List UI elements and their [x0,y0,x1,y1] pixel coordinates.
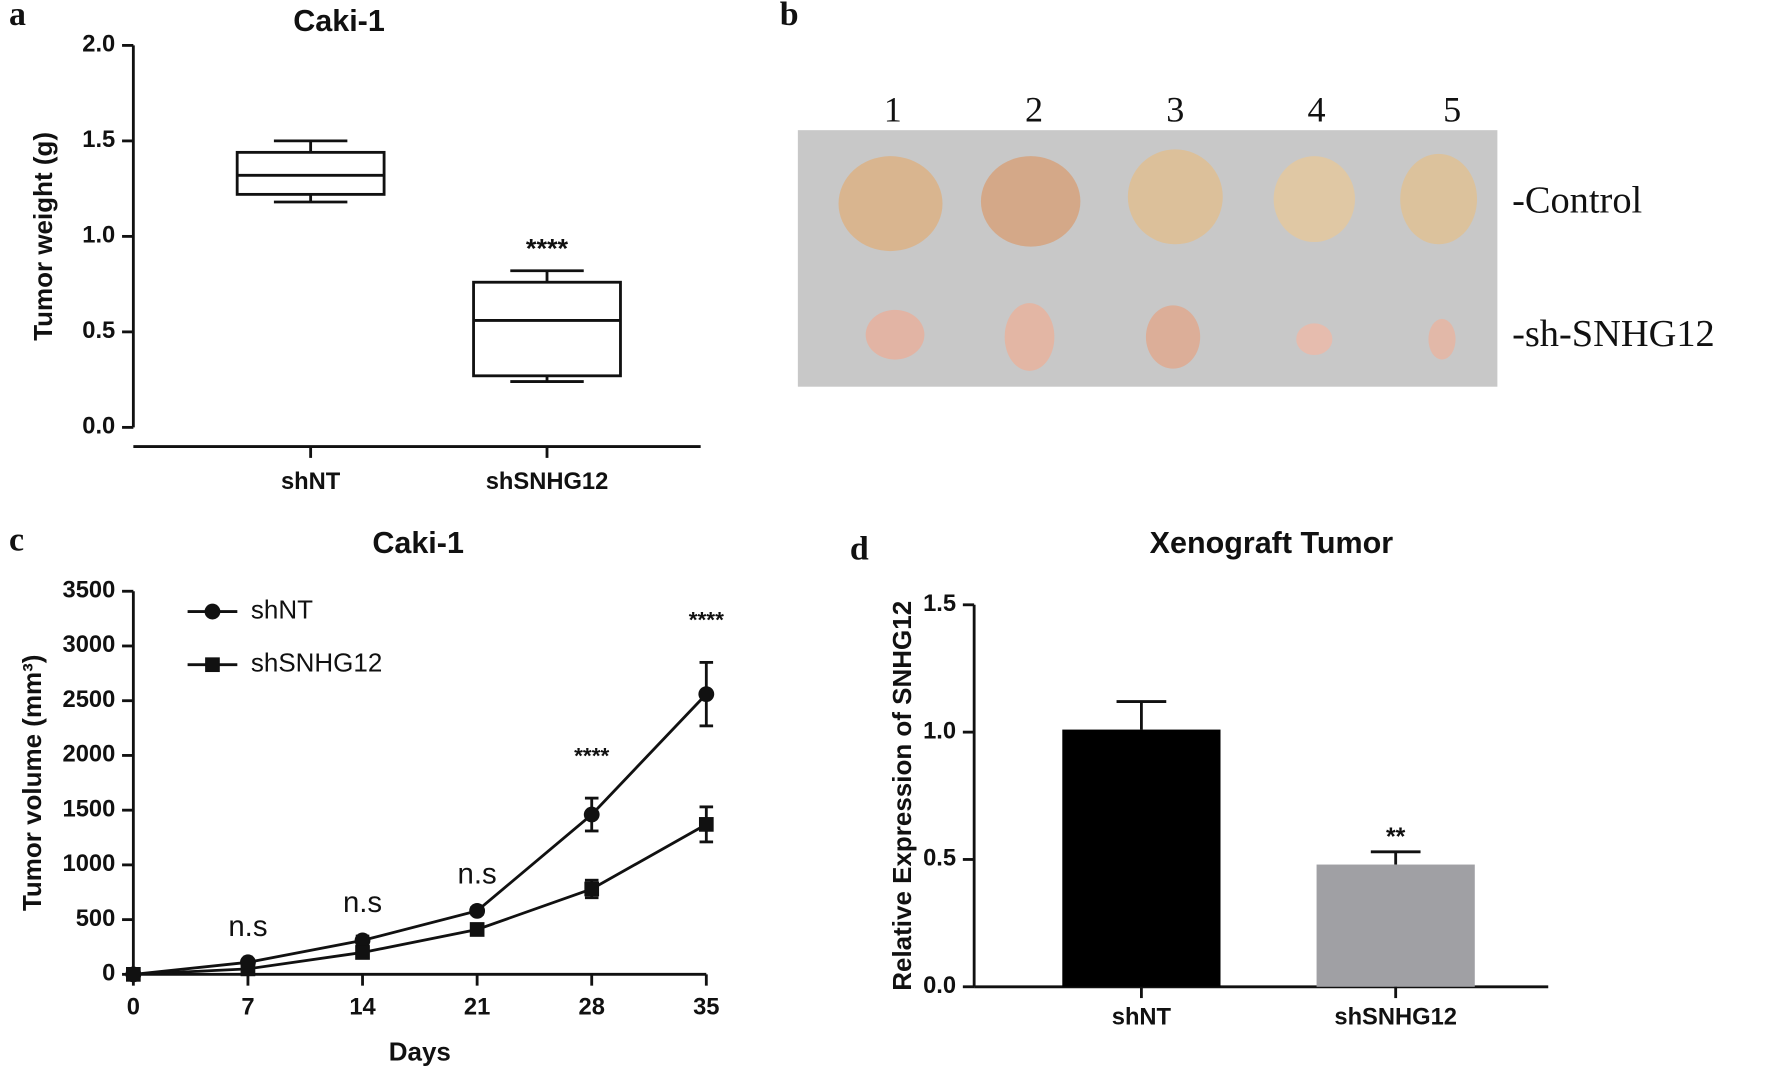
y-tick-label: 0.5 [923,846,956,872]
legend-marker [205,657,220,673]
marker [240,961,256,977]
significance: **** [574,743,609,768]
chart-title: Xenograft Tumor [1150,526,1394,560]
tumor [1273,156,1355,243]
marker [126,967,141,982]
box [472,280,622,378]
panel-label: a [9,0,26,33]
tumor [1296,323,1333,356]
y-tick-label: 3000 [63,632,116,658]
y-tick-label: 2500 [63,687,116,713]
legend-marker [204,603,221,620]
x-axis-label: Days [389,1036,451,1066]
y-tick-label: 1.5 [82,127,115,153]
bar [1316,864,1475,987]
chart-title: Caki-1 [372,526,464,560]
x-tick-label: 28 [579,995,605,1021]
significance: **** [689,608,724,633]
box [235,150,386,196]
tumor [1004,303,1055,371]
y-tick-label: 1500 [63,796,116,822]
tumor [1127,149,1223,245]
x-tick-label: 14 [349,995,376,1021]
y-tick-label: 1.0 [82,223,115,249]
legend-label: shNT [251,594,313,624]
y-tick-label: 1.0 [923,718,956,744]
marker [355,945,370,960]
y-tick-label: 500 [76,906,116,932]
y-tick-label: 0.5 [82,318,115,344]
x-tick-label: shNT [1112,1005,1172,1031]
significance: ** [1386,823,1406,851]
tumor [980,156,1081,247]
bar [1062,729,1221,987]
legend-label: shSNHG12 [251,648,382,678]
y-tick-label: 1000 [63,851,116,877]
x-tick-label: shSNHG12 [1334,1005,1457,1031]
tumor [1428,318,1456,360]
marker [354,932,371,949]
significance: n.s [458,858,497,891]
x-tick-label: shNT [281,469,341,495]
marker [469,902,486,919]
marker [698,686,715,703]
y-axis-label: Tumor weight (g) [28,132,58,341]
column-label: 3 [1166,90,1184,130]
photo [797,130,1498,387]
chart-title: Caki-1 [293,4,385,38]
y-tick-label: 0 [102,961,115,987]
marker [583,806,600,823]
panel-label: d [850,530,869,567]
x-tick-label: shSNHG12 [486,469,609,495]
x-tick-label: 0 [127,995,140,1021]
column-label: 5 [1443,90,1461,130]
row-label: -Control [1512,179,1642,221]
x-tick-label: 21 [464,995,490,1021]
y-tick-label: 0.0 [923,973,956,999]
series-line [133,693,708,976]
marker [469,922,485,937]
y-tick-label: 0.0 [82,414,115,440]
series-line [133,823,708,976]
column-label: 1 [884,90,902,130]
panel-label: c [9,521,24,558]
x-tick-label: 7 [241,995,254,1021]
tumor [838,156,943,252]
tumor [1400,153,1478,245]
y-axis-label: Relative Expression of SNHG12 [887,601,917,991]
y-tick-label: 3500 [63,578,116,604]
marker [584,881,600,897]
row-label: -sh-SNHG12 [1512,313,1715,355]
significance: n.s [343,886,382,919]
significance: **** [526,233,569,264]
y-tick-label: 2.0 [82,32,115,58]
column-label: 2 [1025,90,1043,130]
tumor [1145,305,1201,369]
tumor [865,309,925,360]
x-tick-label: 35 [693,995,719,1021]
panel-label: b [780,0,799,33]
significance: n.s [228,910,267,943]
marker [698,817,714,832]
column-label: 4 [1308,90,1326,130]
y-axis-label: Tumor volume (mm³) [17,655,47,911]
y-tick-label: 1.5 [923,591,956,617]
y-tick-label: 2000 [63,742,116,768]
